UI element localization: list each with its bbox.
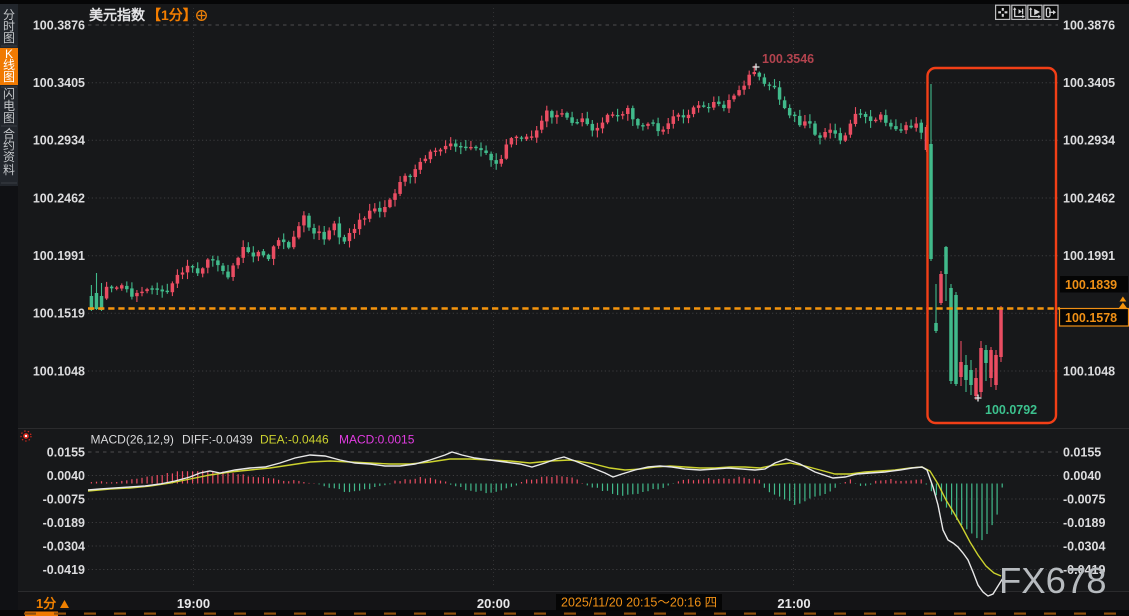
svg-text:约: 约 — [3, 138, 15, 153]
svg-text:100.1578: 100.1578 — [1065, 311, 1117, 325]
svg-text:图: 图 — [3, 70, 15, 84]
svg-text:K: K — [5, 47, 13, 61]
svg-text:100.3546: 100.3546 — [762, 52, 814, 66]
svg-text:20:00: 20:00 — [477, 596, 510, 611]
svg-text:线: 线 — [3, 58, 15, 72]
svg-text:100.1048: 100.1048 — [33, 364, 85, 378]
svg-text:100.3405: 100.3405 — [1063, 76, 1115, 90]
svg-text:100.1991: 100.1991 — [1063, 249, 1115, 263]
svg-text:100.1519: 100.1519 — [33, 307, 85, 321]
svg-text:-0.0075: -0.0075 — [1063, 492, 1105, 506]
svg-text:100.1839: 100.1839 — [1065, 278, 1117, 292]
svg-text:美元指数: 美元指数 — [89, 7, 146, 23]
svg-text:100.2462: 100.2462 — [33, 191, 85, 205]
svg-text:100.1991: 100.1991 — [33, 249, 85, 263]
svg-text:0.0040: 0.0040 — [47, 469, 85, 483]
svg-text:分: 分 — [3, 8, 15, 22]
svg-text:-0.0189: -0.0189 — [43, 516, 85, 530]
svg-text:电: 电 — [3, 99, 15, 113]
svg-text:0.0040: 0.0040 — [1063, 469, 1101, 483]
svg-text:0.0155: 0.0155 — [47, 445, 85, 459]
svg-text:【1分】: 【1分】 — [147, 7, 197, 23]
svg-text:图: 图 — [3, 31, 15, 45]
svg-text:-0.0075: -0.0075 — [43, 492, 85, 506]
svg-text:MACD(26,12,9): MACD(26,12,9) — [91, 433, 174, 447]
svg-text:100.2934: 100.2934 — [1063, 134, 1115, 148]
svg-text:DEA:-0.0446: DEA:-0.0446 — [260, 433, 329, 447]
svg-text:MACD:0.0015: MACD:0.0015 — [339, 433, 415, 447]
svg-text:合: 合 — [3, 126, 15, 141]
svg-text:19:00: 19:00 — [177, 596, 210, 611]
svg-text:时: 时 — [3, 20, 15, 34]
svg-text:21:00: 21:00 — [777, 596, 810, 611]
svg-text:-0.0304: -0.0304 — [1063, 539, 1105, 553]
svg-text:100.3876: 100.3876 — [33, 18, 85, 32]
svg-text:闪: 闪 — [3, 87, 15, 101]
svg-text:-0.0419: -0.0419 — [1063, 563, 1105, 577]
svg-text:0.0155: 0.0155 — [1063, 445, 1101, 459]
svg-text:100.3876: 100.3876 — [1063, 18, 1115, 32]
svg-text:-0.0304: -0.0304 — [43, 539, 85, 553]
svg-text:100.0792: 100.0792 — [985, 403, 1037, 417]
svg-text:DIFF:-0.0439: DIFF:-0.0439 — [182, 433, 253, 447]
svg-text:2025/11/20 20:15～20:16 四: 2025/11/20 20:15～20:16 四 — [561, 596, 717, 610]
svg-text:FX678: FX678 — [999, 560, 1107, 601]
svg-text:100.2462: 100.2462 — [1063, 191, 1115, 205]
svg-text:资: 资 — [3, 150, 15, 164]
svg-text:-0.0419: -0.0419 — [43, 563, 85, 577]
svg-text:100.1048: 100.1048 — [1063, 364, 1115, 378]
svg-text:1分: 1分 — [36, 596, 56, 611]
svg-text:100.2934: 100.2934 — [33, 134, 85, 148]
svg-text:100.3405: 100.3405 — [33, 76, 85, 90]
svg-text:料: 料 — [3, 163, 15, 177]
svg-text:-0.0189: -0.0189 — [1063, 516, 1105, 530]
svg-text:图: 图 — [3, 111, 15, 125]
